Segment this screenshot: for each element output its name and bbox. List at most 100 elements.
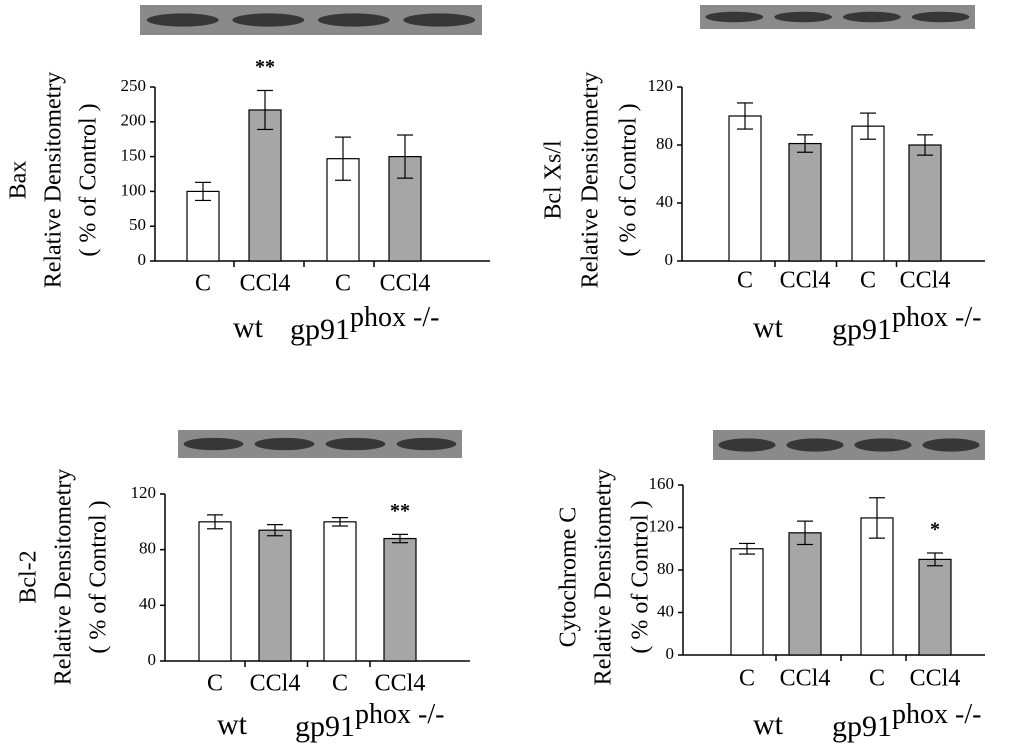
group-label: gp91phox -/-	[290, 302, 439, 345]
blot-band	[774, 11, 832, 23]
error-bar	[335, 136, 351, 181]
significance-label: **	[255, 56, 275, 78]
blot-band	[786, 438, 844, 452]
y-tick-label: 0	[665, 250, 674, 269]
group-label-sup: phox -/-	[350, 302, 439, 333]
group-label: wt	[233, 311, 264, 344]
blot-band	[146, 13, 219, 27]
group-label-sup: phox -/-	[892, 699, 981, 730]
blot-band	[705, 11, 764, 23]
bar	[788, 142, 822, 262]
y-axis-title: ( % of Control )	[628, 500, 654, 653]
x-tick-label: C	[869, 666, 885, 692]
error-bar	[860, 112, 876, 140]
y-axis-title: Relative Densitometry	[41, 72, 67, 289]
group-label-base: gp91	[290, 313, 350, 346]
y-axis-title: Bcl Xs/l	[541, 140, 567, 220]
y-tick-label: 40	[656, 192, 673, 211]
y-tick-label: 40	[657, 601, 674, 620]
y-tick-label: 120	[131, 483, 157, 502]
y-axis-title: Relative Densitometry	[578, 72, 604, 289]
error-bar	[797, 134, 813, 153]
y-axis-title: ( % of Control )	[86, 500, 112, 653]
x-tick-label: C	[860, 268, 876, 294]
bar	[248, 109, 282, 262]
x-tick-label: CCl4	[240, 271, 291, 297]
error-bar	[207, 514, 223, 530]
y-tick-label: 120	[648, 76, 674, 95]
bar	[186, 190, 220, 262]
group-label: gp91phox -/-	[295, 699, 444, 742]
x-tick-label: C	[739, 666, 755, 692]
bar	[383, 537, 417, 662]
blot-band	[325, 437, 386, 451]
bar	[730, 548, 764, 656]
x-tick-label: C	[207, 671, 223, 697]
error-bar	[869, 497, 885, 539]
bar	[323, 521, 357, 662]
y-tick-label: 150	[121, 146, 147, 165]
y-axis-title: ( % of Control )	[76, 103, 102, 256]
y-tick-label: 250	[121, 76, 147, 95]
y-tick-label: 80	[656, 134, 673, 153]
blot-band	[911, 11, 970, 23]
bar	[908, 144, 942, 262]
x-tick-label: CCl4	[780, 268, 831, 294]
x-tick-label: CCl4	[250, 671, 301, 697]
error-bar	[397, 134, 413, 179]
x-tick-label: CCl4	[375, 671, 426, 697]
error-bar	[739, 542, 755, 555]
blot-band	[854, 438, 912, 452]
y-tick-label: 80	[657, 559, 674, 578]
x-tick-label: CCl4	[780, 666, 831, 692]
error-bar	[917, 134, 933, 156]
group-label: gp91phox -/-	[832, 699, 981, 742]
y-axis-title: Relative Densitometry	[591, 469, 617, 686]
error-bar	[195, 181, 211, 202]
x-tick-label: CCl4	[910, 666, 961, 692]
error-bar	[257, 89, 273, 131]
error-bar	[927, 552, 943, 567]
y-axis-title: Relative Densitometry	[51, 469, 77, 686]
group-label-base: gp91	[295, 710, 355, 743]
group-label-sup: phox -/-	[892, 302, 981, 333]
blot-band	[403, 13, 476, 27]
y-tick-label: 120	[649, 516, 675, 535]
y-tick-label: 0	[138, 250, 147, 269]
blot-band	[843, 11, 901, 23]
blot-band	[922, 438, 980, 452]
blot-band	[317, 13, 390, 27]
group-label: wt	[753, 708, 784, 741]
bar	[860, 517, 894, 656]
x-tick-label: C	[737, 268, 753, 294]
y-axis-title: Bcl-2	[16, 550, 42, 603]
error-bar	[267, 524, 283, 537]
significance-label: **	[390, 500, 410, 522]
y-tick-label: 80	[139, 539, 156, 558]
blot-band	[396, 437, 457, 451]
y-tick-label: 100	[121, 180, 147, 199]
y-axis-title: ( % of Control )	[616, 103, 642, 256]
y-tick-label: 50	[129, 215, 146, 234]
blot-band	[232, 13, 305, 27]
blot-band	[183, 437, 244, 451]
bar	[728, 115, 762, 262]
bar	[258, 529, 292, 662]
y-tick-label: 0	[148, 650, 157, 669]
error-bar	[392, 533, 408, 544]
bar	[851, 125, 885, 262]
blot-band	[718, 438, 776, 452]
group-label-sup: phox -/-	[355, 699, 444, 730]
y-tick-label: 0	[666, 644, 675, 663]
group-label-base: gp91	[832, 313, 892, 346]
error-bar	[332, 517, 348, 527]
x-tick-label: C	[195, 271, 211, 297]
y-tick-label: 160	[649, 474, 675, 493]
blot-band	[254, 437, 315, 451]
bar	[198, 521, 232, 662]
error-bar	[737, 102, 753, 130]
error-bar	[797, 520, 813, 546]
x-tick-label: CCl4	[380, 271, 431, 297]
y-tick-label: 40	[139, 594, 156, 613]
